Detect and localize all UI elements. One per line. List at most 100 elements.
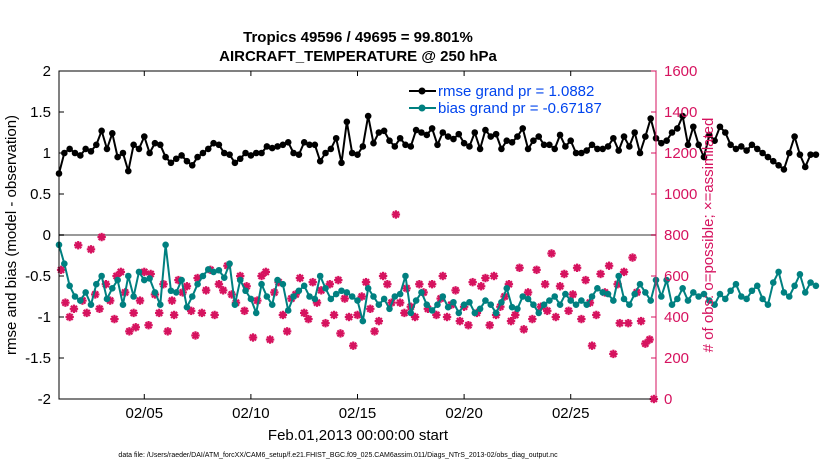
- bias-point: [647, 297, 654, 304]
- assimilated-obs-marker: [395, 298, 405, 307]
- assimilated-obs-marker: [489, 271, 499, 281]
- bias-point: [210, 268, 217, 276]
- bias-point: [236, 276, 244, 284]
- assimilated-obs-marker: [615, 318, 624, 328]
- rmse-point: [119, 149, 127, 157]
- bias-point: [551, 293, 559, 300]
- assimilated-obs-marker: [282, 327, 292, 336]
- bias-point: [109, 285, 116, 292]
- assimilated-obs-marker: [528, 314, 537, 324]
- assimilated-obs-marker: [349, 341, 358, 350]
- assimilated-obs-marker: [329, 310, 339, 320]
- y-right-tick-label: 200: [664, 350, 689, 367]
- rmse-point: [460, 139, 468, 147]
- bias-point: [386, 305, 393, 313]
- rmse-point: [551, 145, 559, 153]
- rmse-point: [236, 155, 244, 163]
- bias-point: [343, 289, 351, 296]
- rmse-point: [503, 137, 511, 144]
- bias-point: [721, 295, 729, 303]
- bias-point: [785, 293, 793, 300]
- bias-point: [642, 289, 649, 296]
- rmse-point: [130, 141, 137, 149]
- assimilated-obs-marker: [159, 280, 168, 289]
- x-tick-label: 02/05: [126, 405, 164, 422]
- bias-point: [316, 272, 324, 280]
- bias-point: [119, 301, 127, 309]
- assimilated-obs-marker: [366, 304, 375, 313]
- bias-point: [631, 290, 638, 298]
- rmse-point: [396, 134, 404, 142]
- rmse-point: [151, 139, 159, 147]
- bias-point: [268, 301, 276, 309]
- assimilated-obs-marker: [619, 267, 629, 277]
- rmse-point: [737, 143, 745, 150]
- y-left-tick-label: 1.5: [30, 104, 51, 121]
- assimilated-obs-marker: [169, 310, 179, 320]
- rmse-point: [402, 141, 409, 149]
- y-right-tick-label: 1400: [664, 104, 697, 121]
- rmse-point: [444, 133, 452, 140]
- assimilated-obs-marker: [248, 333, 258, 342]
- bias-point: [66, 282, 73, 290]
- y-axis-left-ticks: 2 1.5 1 0.5 0 -0.5 -1 -1.5 -2: [25, 63, 64, 408]
- rmse-point: [466, 143, 473, 150]
- rmse-point: [167, 159, 175, 167]
- rmse-point: [594, 145, 601, 153]
- bias-point: [753, 282, 761, 290]
- assimilated-obs-marker: [451, 286, 460, 295]
- rmse-point: [535, 133, 543, 140]
- rmse-point: [476, 145, 484, 153]
- rmse-point: [242, 149, 249, 157]
- rmse-point: [98, 127, 105, 135]
- bias-point: [775, 268, 782, 276]
- rmse-point: [290, 149, 297, 157]
- rmse-point: [109, 130, 116, 137]
- assimilated-obs-marker: [568, 290, 578, 299]
- assimilated-obs-marker: [564, 306, 573, 316]
- rmse-point: [322, 149, 329, 157]
- legend-bias-marker: [418, 104, 426, 112]
- bias-point: [444, 303, 452, 311]
- bias-point: [188, 293, 196, 300]
- rmse-point: [492, 130, 500, 138]
- bias-point: [727, 287, 734, 295]
- bias-point: [428, 307, 436, 314]
- assimilated-obs-marker: [167, 296, 177, 305]
- bias-point: [412, 297, 420, 304]
- bias-point: [514, 305, 521, 313]
- rmse-point: [775, 162, 782, 169]
- rmse-point: [172, 155, 180, 163]
- y-right-tick-label: 600: [664, 268, 689, 285]
- bias-point: [535, 309, 543, 317]
- rmse-point: [604, 143, 612, 150]
- bias-point: [540, 301, 548, 309]
- rmse-point: [716, 123, 724, 131]
- rmse-point: [642, 133, 649, 140]
- assimilated-obs-marker: [82, 308, 91, 318]
- rmse-point: [610, 134, 617, 142]
- bias-point: [658, 293, 665, 300]
- bias-point: [732, 280, 740, 288]
- rmse-point: [263, 143, 271, 150]
- rmse-point: [785, 149, 793, 157]
- rmse-point: [487, 133, 495, 140]
- assimilated-obs-marker: [400, 308, 409, 318]
- rmse-point: [391, 143, 399, 150]
- rmse-point: [82, 145, 89, 153]
- bias-point: [167, 287, 175, 295]
- bias-point: [194, 280, 201, 288]
- rmse-point: [231, 159, 239, 167]
- rmse-point: [668, 129, 676, 136]
- assimilated-obs-marker: [511, 310, 520, 320]
- assimilated-obs-marker: [415, 280, 424, 289]
- bias-point: [690, 289, 697, 296]
- bias-point: [503, 285, 511, 292]
- rmse-point: [769, 157, 777, 165]
- rmse-point: [300, 139, 308, 146]
- bias-point: [322, 285, 329, 292]
- rmse-point: [386, 137, 393, 144]
- bias-point: [626, 301, 633, 309]
- rmse-point: [295, 151, 303, 158]
- rmse-point: [572, 149, 580, 157]
